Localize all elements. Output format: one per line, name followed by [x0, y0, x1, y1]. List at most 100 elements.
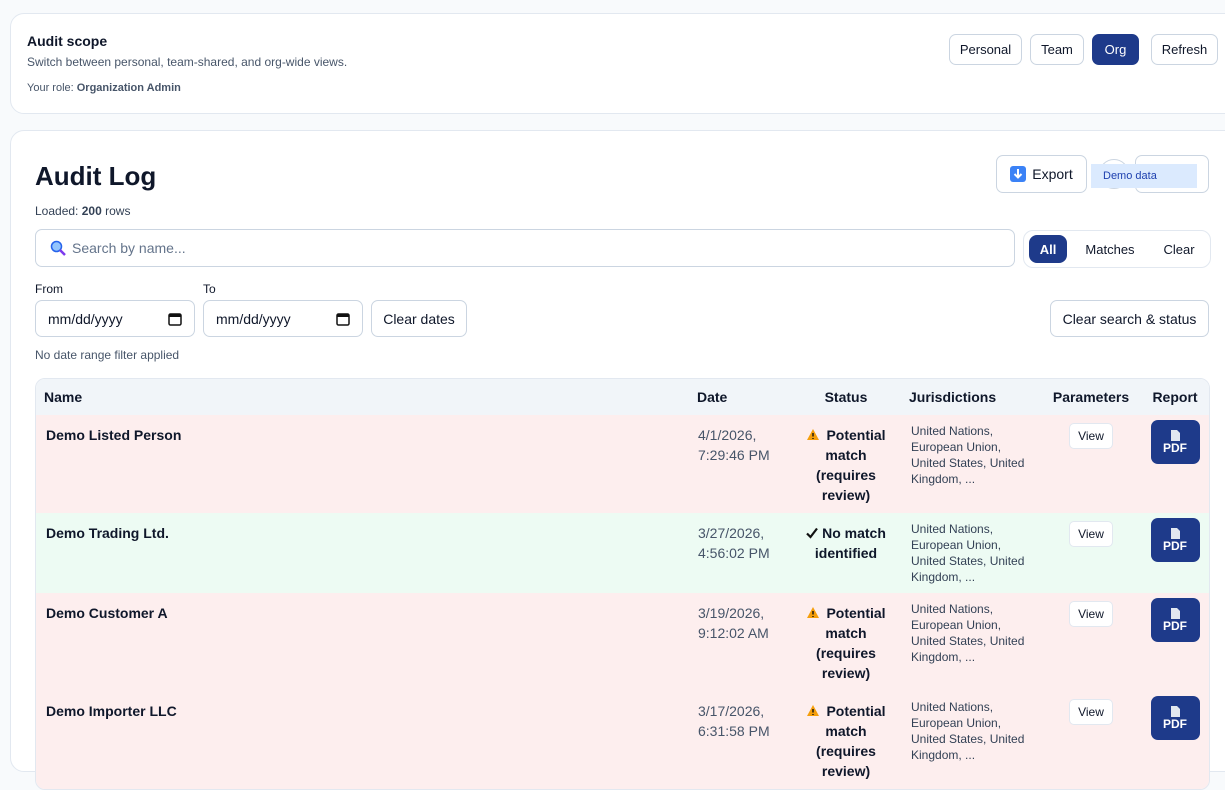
- date-cell: 3/17/2026, 6:31:58 PM: [689, 691, 791, 789]
- name-cell: Demo Customer A: [36, 593, 689, 691]
- jurisdictions-cell: United Nations, European Union, United S…: [901, 593, 1041, 691]
- jurisdictions-cell: United Nations, European Union, United S…: [901, 415, 1041, 513]
- filter-group: All Matches Clear: [1023, 230, 1211, 268]
- demo-option[interactable]: Demo data: [1091, 164, 1197, 188]
- pdf-icon: [1170, 527, 1180, 539]
- header-row: Name Date Status Jurisdictions Parameters Rep…: [36, 379, 1209, 415]
- column-header: Jurisdictions: [901, 379, 1041, 415]
- report-cell: PDF: [1141, 593, 1209, 691]
- filter-matches[interactable]: Matches: [1079, 235, 1141, 263]
- date-cell: 3/27/2026, 4:56:02 PM: [689, 513, 791, 593]
- scope-subtitle: Switch between personal, team-shared, an…: [27, 55, 348, 69]
- column-header: Report: [1141, 379, 1209, 415]
- scope-title: Audit scope: [27, 33, 108, 49]
- loaded-unit: rows: [105, 204, 131, 218]
- filter-clear[interactable]: Clear: [1156, 235, 1202, 263]
- audit-row[interactable]: Demo Trading Ltd. 3/27/2026, 4:56:02 PM …: [36, 513, 1209, 593]
- calendar-icon: [336, 312, 350, 326]
- name: Demo Customer A: [46, 605, 168, 621]
- column-header: Date: [689, 379, 791, 415]
- date: 3/17/2026, 6:31:58 PM: [698, 703, 770, 739]
- parameters-cell: View: [1041, 691, 1141, 789]
- parameters-cell: View: [1041, 415, 1141, 513]
- loaded: Loaded: 200 rows: [35, 204, 130, 218]
- date-cell: 3/19/2026, 9:12:02 AM: [689, 593, 791, 691]
- name-cell: Demo Importer LLC: [36, 691, 689, 789]
- jurisdictions-cell: United Nations, European Union, United S…: [901, 513, 1041, 593]
- jurisdictions: United Nations, European Union, United S…: [911, 522, 1025, 584]
- to-input[interactable]: mm/dd/yyyy: [203, 300, 363, 337]
- report-cell: PDF: [1141, 415, 1209, 513]
- view-button[interactable]: View: [1069, 423, 1113, 449]
- warning-icon: [807, 705, 820, 716]
- warning-icon: [807, 429, 820, 440]
- jurisdictions: United Nations, European Union, United S…: [911, 602, 1025, 664]
- to-label: To: [203, 282, 216, 296]
- column-header: Parameters: [1041, 379, 1141, 415]
- pdf-icon: [1170, 705, 1180, 717]
- from-input[interactable]: mm/dd/yyyy: [35, 300, 195, 337]
- clear-search[interactable]: Clear search & status: [1050, 300, 1209, 337]
- pdf-label: PDF: [1163, 716, 1187, 731]
- scope-button[interactable]: Personal: [949, 34, 1022, 65]
- report-cell: PDF: [1141, 513, 1209, 593]
- status: Potential match (requires review): [816, 427, 886, 503]
- clear-dates[interactable]: Clear dates: [371, 300, 467, 337]
- parameters-cell: View: [1041, 513, 1141, 593]
- check-icon: [806, 527, 818, 539]
- pdf-button[interactable]: PDF: [1150, 696, 1200, 740]
- search-icon: [50, 240, 66, 256]
- refresh-button[interactable]: Refresh: [1151, 34, 1218, 65]
- view-button[interactable]: View: [1069, 601, 1113, 627]
- table-wrap: Name Date Status Jurisdictions Parameters Rep…: [35, 378, 1210, 790]
- role-value: Organization Admin: [76, 82, 181, 94]
- page: Audit scope Switch between personal, tea…: [10, 13, 1225, 790]
- export-label: Export: [1032, 166, 1073, 182]
- parameters-cell: View: [1041, 593, 1141, 691]
- status-cell: Potential match (requires review): [791, 691, 901, 789]
- pdf-label: PDF: [1163, 440, 1187, 455]
- role-label: Your role:: [27, 82, 74, 94]
- name: Demo Importer LLC: [46, 703, 177, 719]
- scope-button[interactable]: Team: [1030, 34, 1084, 65]
- name: Demo Trading Ltd.: [46, 525, 169, 541]
- role: Your role: Organization Admin: [27, 82, 181, 94]
- name-cell: Demo Listed Person: [36, 415, 689, 513]
- audit-row[interactable]: Demo Importer LLC 3/17/2026, 6:31:58 PM …: [36, 691, 1209, 789]
- view-button[interactable]: View: [1069, 521, 1113, 547]
- date: 4/1/2026, 7:29:46 PM: [698, 427, 770, 463]
- report-cell: PDF: [1141, 691, 1209, 789]
- log-card: Audit Log Loaded: 200 rows Export Demo d…: [10, 130, 1225, 790]
- view-button[interactable]: View: [1069, 699, 1113, 725]
- pdf-button[interactable]: PDF: [1150, 518, 1200, 562]
- name-cell: Demo Trading Ltd.: [36, 513, 689, 593]
- status-cell: Potential match (requires review): [791, 415, 901, 513]
- from-label: From: [35, 282, 63, 296]
- pdf-icon: [1170, 429, 1180, 441]
- pdf-label: PDF: [1163, 618, 1187, 633]
- column-header: Status: [791, 379, 901, 415]
- jurisdictions-cell: United Nations, European Union, United S…: [901, 691, 1041, 789]
- pdf-button[interactable]: PDF: [1150, 598, 1200, 642]
- scope-button[interactable]: Org: [1092, 34, 1139, 65]
- filter-all[interactable]: All: [1029, 235, 1067, 263]
- name: Demo Listed Person: [46, 427, 182, 443]
- warning-icon: [807, 607, 820, 618]
- scope-card: Audit scope Switch between personal, tea…: [10, 13, 1225, 114]
- column-header: Name: [36, 379, 689, 415]
- date-note: No date range filter applied: [35, 348, 180, 362]
- log-title: Audit Log: [35, 161, 157, 191]
- loaded-count: 200: [81, 204, 102, 218]
- search-input[interactable]: Search by name...: [35, 229, 1015, 267]
- calendar-icon: [168, 312, 182, 326]
- export-button[interactable]: Export: [996, 155, 1087, 193]
- audit-row[interactable]: Demo Listed Person 4/1/2026, 7:29:46 PM …: [36, 415, 1209, 513]
- status-cell: No match identified: [791, 513, 901, 593]
- status-cell: Potential match (requires review): [791, 593, 901, 691]
- audit-row[interactable]: Demo Customer A 3/19/2026, 9:12:02 AM Po…: [36, 593, 1209, 691]
- pdf-button[interactable]: PDF: [1150, 420, 1200, 464]
- jurisdictions: United Nations, European Union, United S…: [911, 424, 1025, 486]
- date-cell: 4/1/2026, 7:29:46 PM: [689, 415, 791, 513]
- date-placeholder: mm/dd/yyyy: [48, 310, 123, 327]
- audit-table: Name Date Status Jurisdictions Parameters Rep…: [36, 379, 1209, 789]
